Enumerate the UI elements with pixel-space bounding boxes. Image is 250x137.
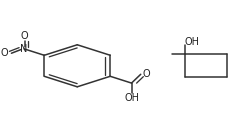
Text: O: O xyxy=(142,69,150,79)
Text: O: O xyxy=(1,48,8,58)
Text: OH: OH xyxy=(185,37,200,47)
Text: N: N xyxy=(20,44,28,54)
Text: OH: OH xyxy=(124,93,139,103)
Text: O: O xyxy=(21,31,28,41)
